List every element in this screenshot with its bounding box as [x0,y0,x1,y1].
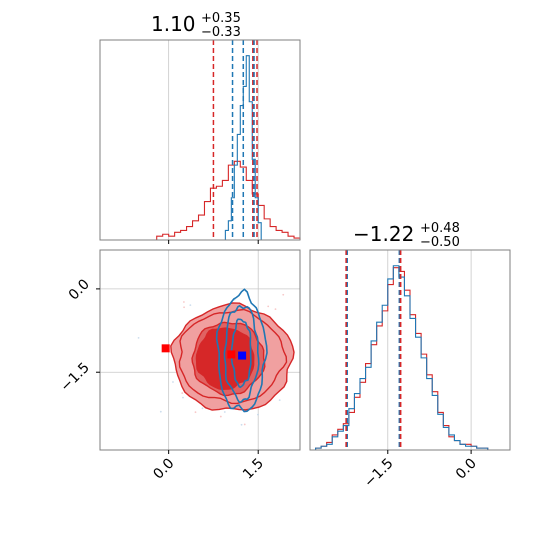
scatter-x-tick-label-1: 1.5 [240,456,267,483]
scatter-point [137,336,140,339]
scatter-point [274,308,277,311]
hist-p1-red-series [150,160,301,241]
scatter-point [181,392,184,394]
title-p2-plus: +0.48 [420,221,460,236]
scatter-point [282,293,285,296]
hist-p2-blue-series [310,265,494,451]
hist-p2-panel [309,249,511,454]
scatter-point [159,410,162,413]
scatter-y-tick-label-0: 0.0 [66,276,93,303]
scatter-point [182,301,185,303]
hist-p2-frame [309,249,511,451]
title-p1-minus: −0.33 [201,25,241,40]
hist-p1-panel [99,39,301,244]
scatter-point [240,423,243,426]
marker-2 [238,351,247,360]
scatter-point [223,411,226,413]
scatter-point [257,413,259,416]
contour-blue-level-1 [223,304,260,404]
scatter-x-tick-label-0: 0.0 [150,456,177,483]
scatter-point [278,399,281,402]
scatter-frame [99,249,301,451]
marker-1 [227,350,236,359]
scatter-point [201,407,204,410]
title-p1: 1.10 +0.35 −0.33 [151,11,241,40]
hist-p2-tick-label-1: 0.0 [453,456,480,483]
title-p1-plus: +0.35 [201,11,241,26]
scatter-point [194,411,197,414]
title-p1-value: 1.10 [151,12,196,36]
scatter-point [172,381,174,383]
scatter-point [189,304,192,307]
scatter-2d-panel [96,249,301,454]
marker-0 [161,344,170,353]
scatter-point [267,305,270,308]
title-p2: −1.22 +0.48 −0.50 [353,221,460,250]
scatter-point [183,306,185,309]
scatter-y-tick-label-1: −1.5 [57,360,92,395]
scatter-point [243,423,246,426]
contour-blue-level-0 [215,288,268,413]
hist-p2-red-series [310,267,494,451]
hist-p1-frame [99,39,301,241]
title-p2-minus: −0.50 [420,235,460,250]
scatter-point [219,415,222,418]
title-p2-value: −1.22 [353,222,414,246]
hist-p2-tick-label-0: −1.5 [361,456,396,491]
scatter-point [182,396,184,399]
